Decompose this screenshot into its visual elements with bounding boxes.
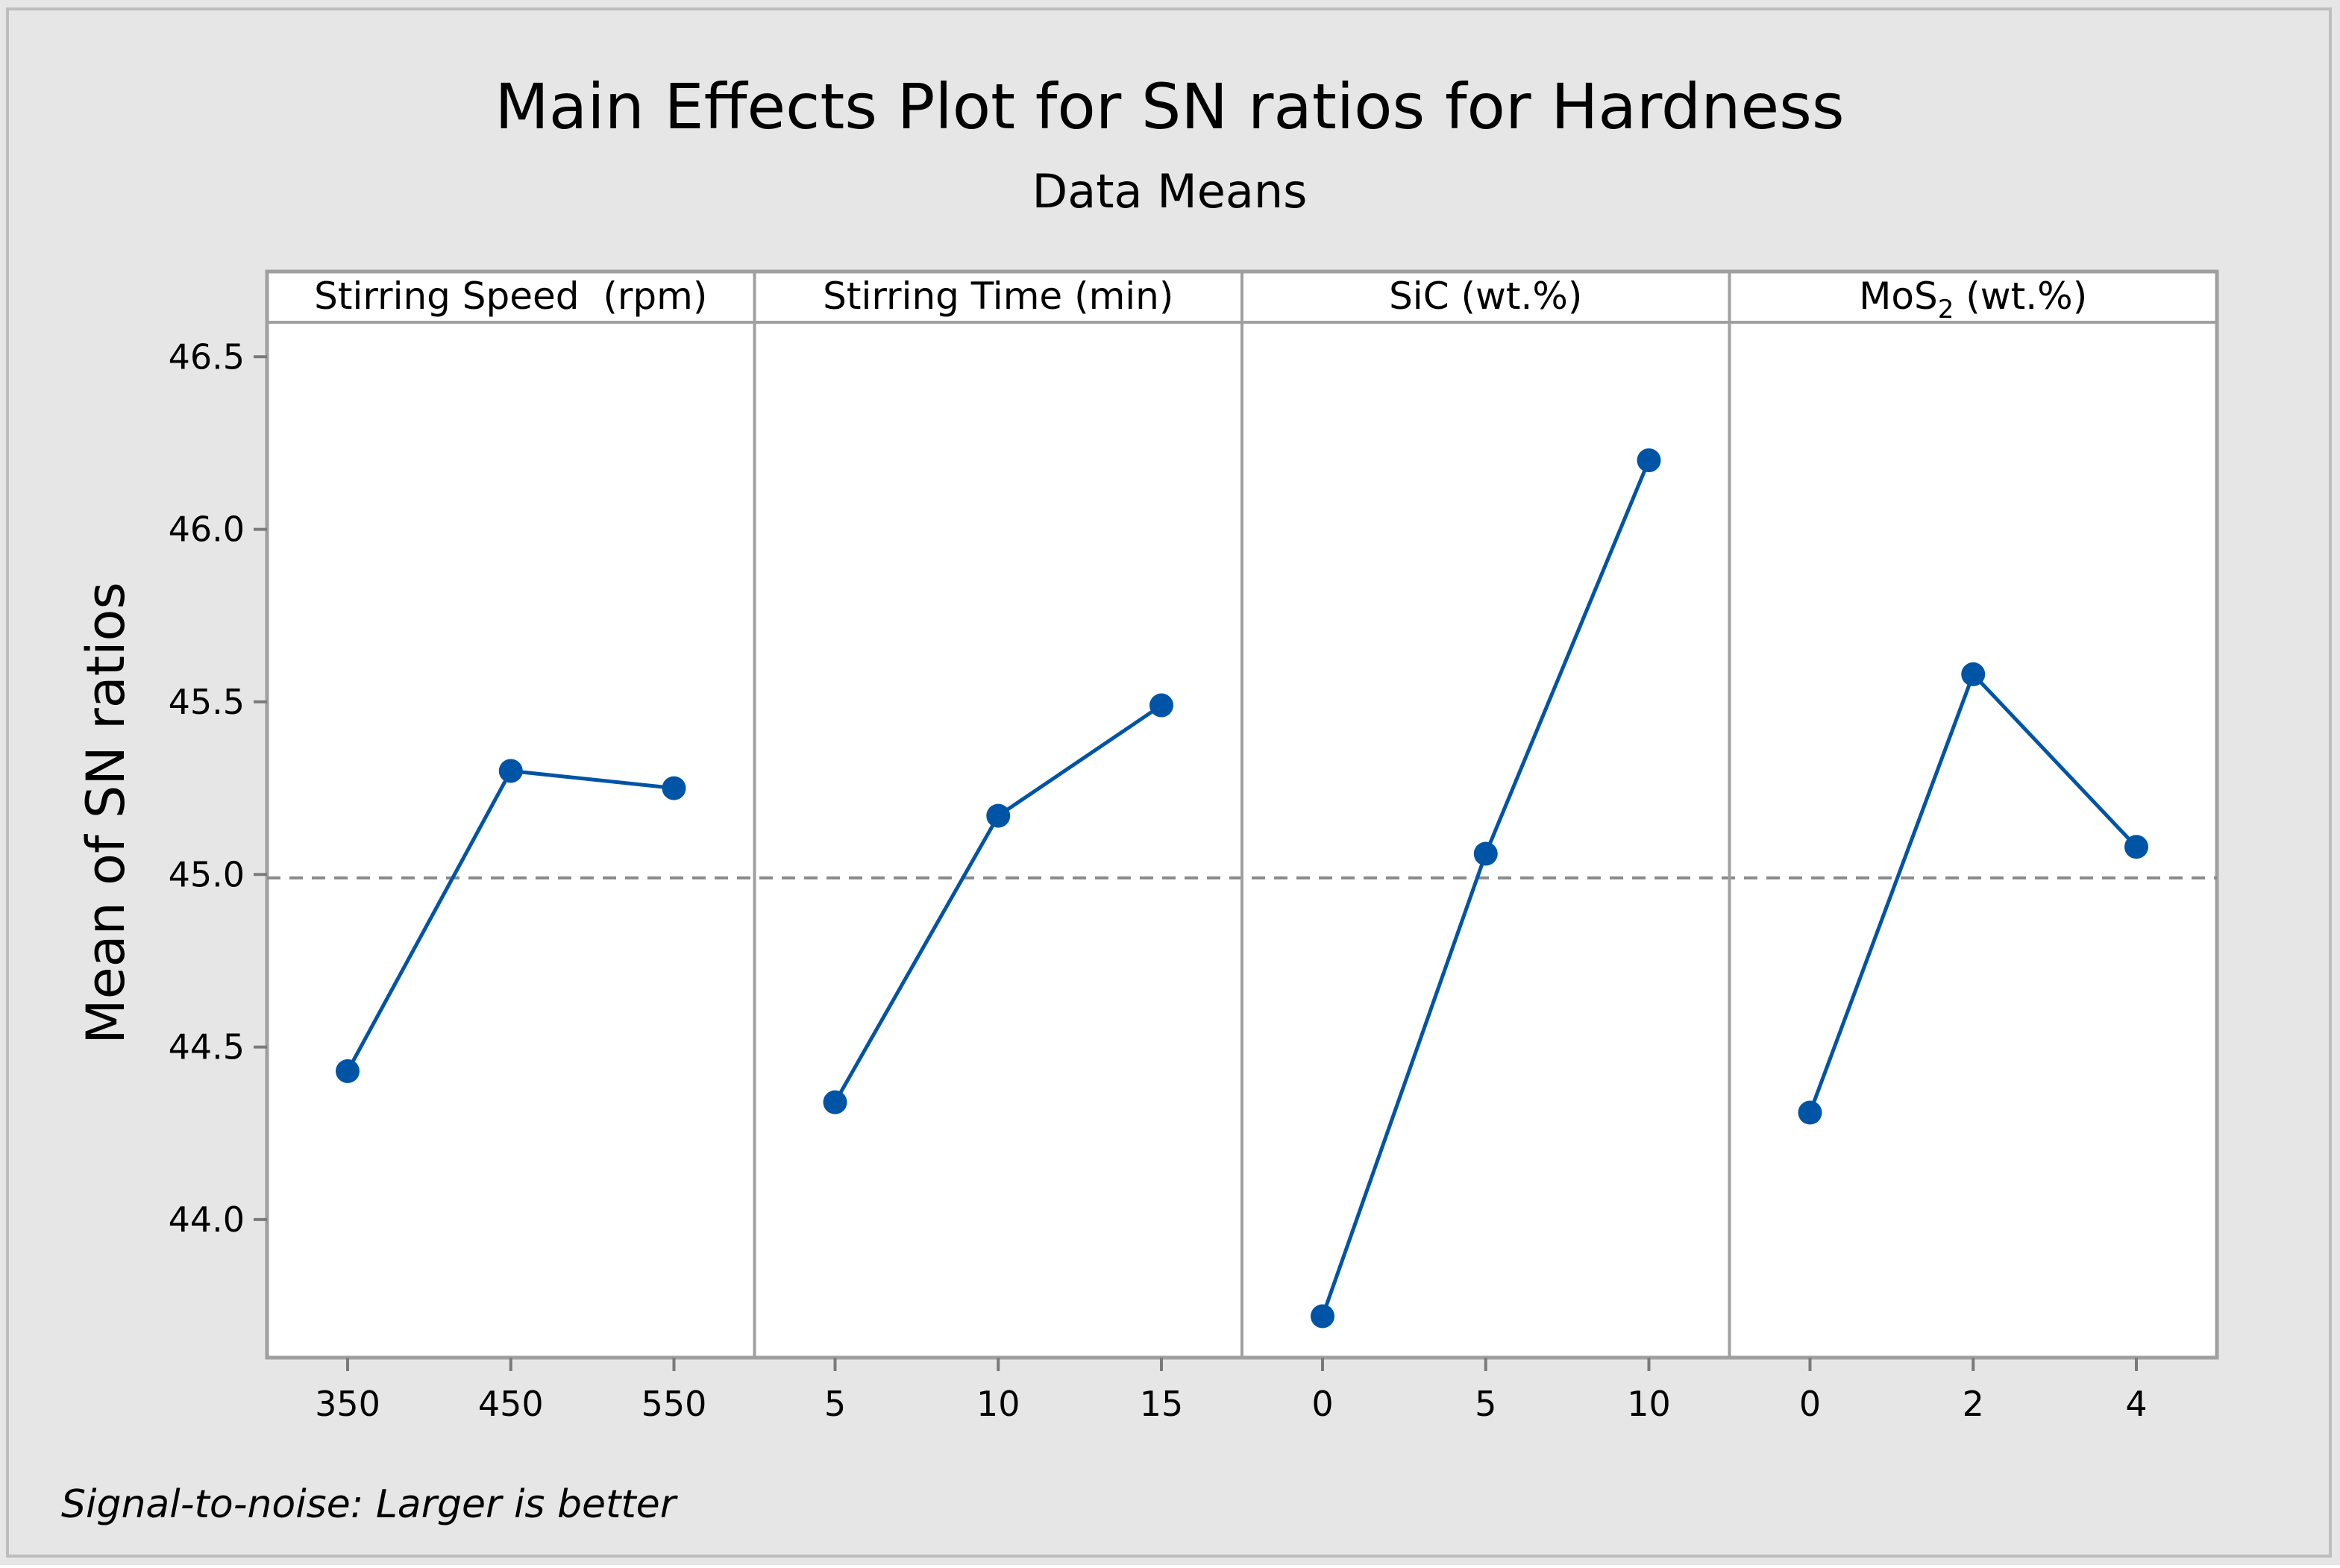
- data-point: [823, 1090, 847, 1114]
- x-tick-label: 4: [2125, 1384, 2147, 1424]
- y-tick-label: 46.0: [169, 509, 245, 550]
- data-point: [498, 759, 523, 783]
- x-tick-label: 550: [642, 1384, 707, 1424]
- y-tick-label: 45.0: [169, 854, 245, 894]
- data-point: [1961, 662, 1986, 686]
- panel-header-3: MoS2 (wt.%): [1859, 275, 2087, 324]
- x-tick-label: 5: [824, 1384, 846, 1424]
- chart-title: Main Effects Plot for SN ratios for Hard…: [495, 70, 1844, 143]
- y-axis-label: Mean of SN ratios: [75, 582, 137, 1044]
- x-tick-label: 2: [1963, 1384, 1984, 1424]
- data-point: [1798, 1100, 1822, 1125]
- data-point: [1149, 693, 1173, 718]
- x-tick-label: 5: [1475, 1384, 1496, 1424]
- data-point: [986, 803, 1011, 828]
- data-point: [2124, 835, 2148, 859]
- plot-area: 44.0 44.5 45.0 45.5 46.0 46.5 Stirring Speed (…: [169, 269, 2219, 1424]
- panel-header-0: Stirring Speed (rpm): [314, 275, 707, 318]
- x-tick-label: 450: [478, 1384, 544, 1424]
- data-point: [1311, 1304, 1334, 1329]
- y-tick-label: 44.0: [169, 1199, 245, 1240]
- y-tick-label: 46.5: [169, 336, 245, 377]
- footnote: Signal-to-noise: Larger is better: [61, 1482, 679, 1527]
- x-tick-label: 10: [976, 1384, 1020, 1424]
- data-point: [336, 1059, 360, 1083]
- x-tick-label: 15: [1140, 1384, 1184, 1424]
- panel-header-main: MoS: [1859, 275, 1937, 318]
- data-point: [662, 776, 686, 800]
- panel-header-rest: (wt.%): [1954, 275, 2087, 318]
- x-tick-label: 0: [1799, 1384, 1821, 1424]
- panel-header-subscript: 2: [1938, 295, 1954, 324]
- data-point: [1473, 841, 1498, 866]
- data-point: [1637, 448, 1661, 473]
- y-tick-label: 44.5: [169, 1027, 245, 1067]
- chart-outer-border: [6, 7, 2332, 1558]
- panel-header-1: Stirring Time (min): [823, 275, 1173, 318]
- y-tick-label: 45.5: [169, 682, 245, 722]
- panel-header-2: SiC (wt.%): [1389, 275, 1582, 318]
- chart-subtitle: Data Means: [1032, 164, 1308, 219]
- x-tick-label: 10: [1627, 1384, 1671, 1424]
- x-tick-label: 0: [1311, 1384, 1333, 1424]
- x-tick-label: 350: [315, 1384, 380, 1424]
